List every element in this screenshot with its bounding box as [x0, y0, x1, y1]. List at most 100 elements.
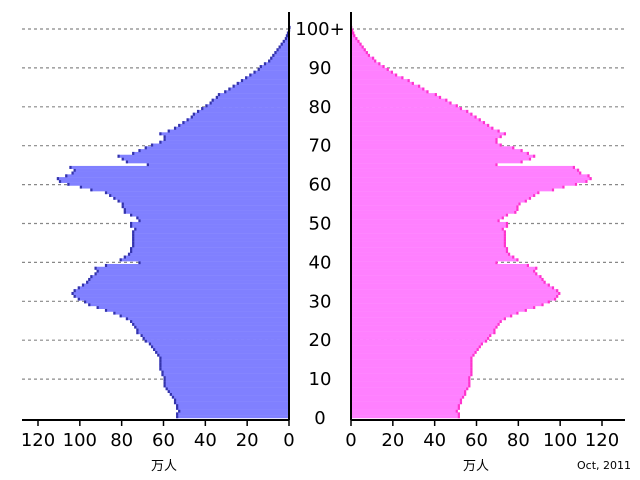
male-bar-60	[130, 247, 289, 251]
female-bar-edge-8	[464, 392, 467, 396]
male-bar-89	[69, 165, 289, 169]
male-bar-edge-126	[263, 62, 267, 66]
female-bar-edge-95	[520, 149, 523, 153]
male-bar-86	[65, 174, 289, 178]
female-bar-edge-47	[547, 283, 550, 287]
male-bar-edge-71	[136, 216, 139, 220]
male-bar-128	[270, 56, 289, 60]
male-bar-edge-1	[176, 412, 179, 416]
male-bar-edge-92	[121, 157, 124, 161]
male-bar-18	[159, 364, 289, 368]
male-bar-92	[121, 157, 290, 161]
left-tick-label-120: 120	[21, 430, 55, 451]
female-bar-edge-105	[482, 121, 486, 125]
male-bar-edge-96	[144, 146, 147, 150]
female-bar-edge-5	[459, 401, 463, 405]
age-tick-label-0: 0	[314, 408, 325, 429]
male-bar-118	[232, 84, 289, 88]
male-bar-91	[125, 160, 289, 164]
female-bar-edge-3	[457, 406, 460, 410]
male-bar-edge-132	[278, 45, 281, 49]
male-bar-edge-79	[109, 193, 112, 197]
male-bar-edge-13	[163, 378, 166, 382]
date-label: Oct, 2011	[577, 459, 631, 472]
male-bar-edge-102	[167, 129, 170, 133]
male-bar-76	[121, 202, 290, 206]
female-bar-edge-16	[470, 370, 473, 374]
male-bar-edge-12	[163, 381, 166, 385]
female-bar-edge-126	[378, 62, 381, 66]
male-bar-1	[176, 412, 289, 416]
female-bar-97	[351, 143, 502, 147]
female-bar-61	[351, 244, 506, 248]
female-bar-2	[351, 409, 458, 413]
male-bar-19	[159, 361, 289, 365]
male-bar-edge-33	[132, 322, 135, 326]
male-bar-edge-133	[280, 42, 283, 46]
right-tick-label-80: 80	[507, 430, 530, 451]
female-bar-edge-112	[449, 101, 452, 105]
female-bar-edge-71	[501, 216, 504, 220]
female-bar-edge-70	[497, 219, 500, 223]
male-bar-edge-7	[171, 395, 175, 399]
male-bar-65	[132, 233, 289, 237]
left-x-axis-ticks: 120 100 80 60 40 20 0	[21, 420, 295, 451]
female-bar-edge-81	[551, 188, 555, 192]
right-unit-label: 万人	[463, 459, 489, 474]
male-bar-edge-119	[236, 81, 239, 85]
age-tick-label-60: 60	[309, 175, 332, 196]
female-bar-36	[351, 314, 513, 318]
female-bar-edge-34	[499, 319, 502, 323]
female-bar-40	[351, 303, 544, 307]
female-bar-56	[351, 258, 519, 262]
female-bar-120	[351, 79, 410, 83]
male-bar-113	[211, 98, 289, 102]
male-bar-90	[146, 163, 289, 167]
female-bar-92	[351, 157, 531, 161]
female-bar-94	[351, 151, 529, 155]
female-bar-edge-73	[514, 210, 517, 214]
male-bar-edge-43	[73, 294, 76, 298]
male-bar-edge-36	[119, 314, 122, 318]
female-bar-edge-52	[533, 269, 536, 273]
female-bar-edge-93	[533, 154, 536, 158]
male-bar-edge-35	[125, 317, 129, 321]
female-bar-32	[351, 325, 498, 329]
male-bar-edge-27	[144, 339, 147, 343]
male-bar-edge-48	[86, 280, 89, 284]
female-bar-edge-2	[455, 409, 458, 413]
female-bar-edge-35	[503, 317, 506, 321]
male-bar-79	[109, 193, 289, 197]
male-bar-edge-118	[232, 84, 235, 88]
female-bar-3	[351, 406, 460, 410]
female-bar-edge-19	[470, 361, 473, 365]
male-bar-edge-67	[134, 227, 137, 231]
age-tick-label-30: 30	[309, 291, 332, 312]
female-bar-edge-40	[541, 303, 544, 307]
male-bar-47	[81, 283, 289, 287]
female-bar-edge-109	[466, 109, 469, 113]
female-bar-90	[351, 163, 498, 167]
female-bar-119	[351, 81, 414, 85]
female-bar-7	[351, 395, 464, 399]
female-bar-100	[351, 135, 502, 139]
male-bar-edge-111	[205, 104, 208, 108]
male-bar-edge-45	[73, 289, 76, 293]
male-bar-edge-14	[163, 375, 166, 379]
left-tick-label-100: 100	[63, 430, 97, 451]
male-bar-edge-76	[121, 202, 124, 206]
female-bar-edge-85	[589, 177, 592, 181]
male-bar-edge-124	[257, 67, 260, 71]
female-bar-edge-106	[478, 118, 481, 122]
female-bar-edge-86	[587, 174, 590, 178]
female-bar-14	[351, 375, 471, 379]
female-bar-edge-46	[551, 286, 555, 290]
male-bar-132	[278, 45, 289, 49]
female-bar-edge-96	[512, 146, 515, 150]
female-bar-edge-64	[503, 235, 506, 239]
male-bar-4	[176, 403, 289, 407]
female-bar-edge-90	[495, 163, 498, 167]
male-bar-77	[117, 199, 289, 203]
female-bar-39	[351, 305, 536, 309]
male-bar-108	[192, 112, 289, 116]
